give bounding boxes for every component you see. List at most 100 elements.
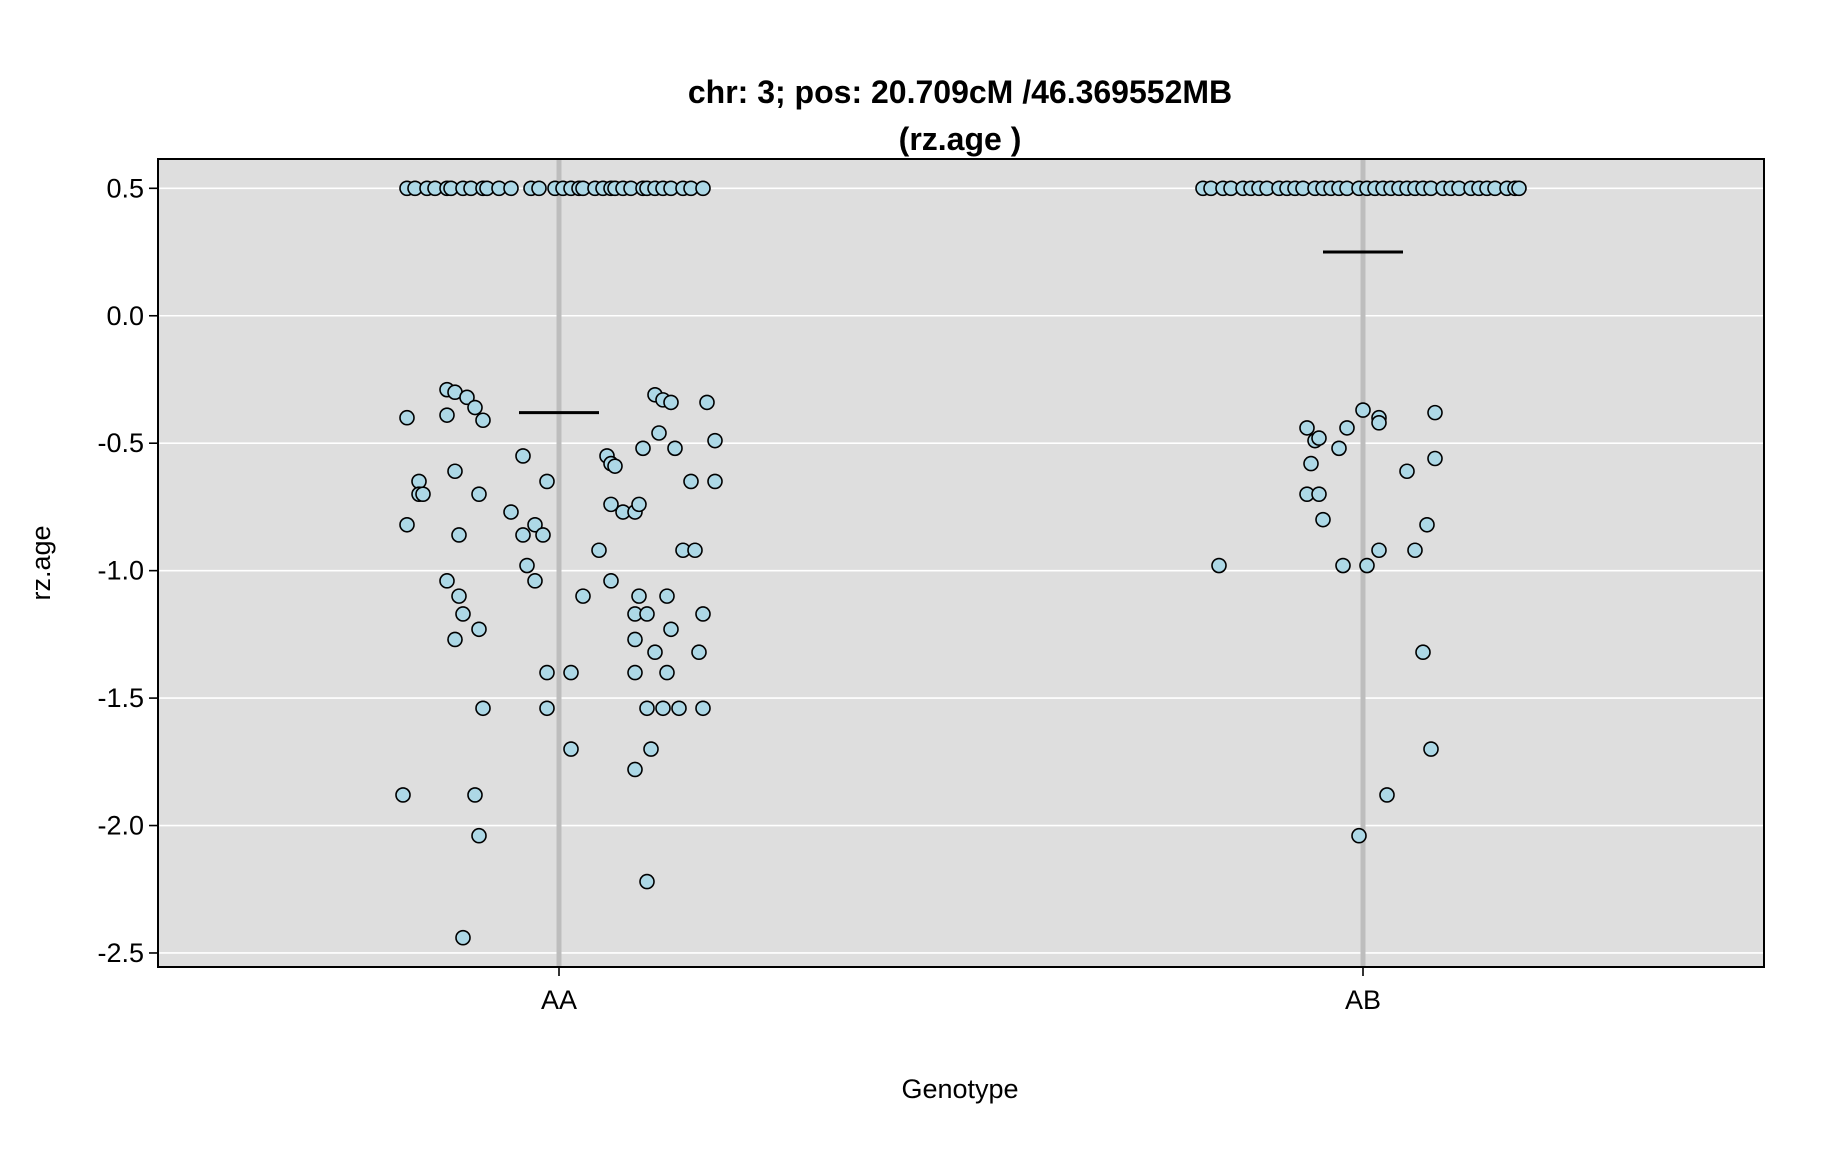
data-point-aa [699, 394, 715, 411]
data-point-aa [451, 588, 467, 604]
data-point-ab [1331, 440, 1347, 457]
y-axis-title: rz.age [26, 525, 56, 600]
data-point-aa [447, 631, 463, 648]
data-point-aa [503, 504, 519, 520]
data-point-aa [647, 644, 663, 661]
data-point-ab [1335, 557, 1351, 574]
data-point-ab [1311, 486, 1327, 502]
data-point-aa [659, 588, 675, 604]
data-point-aa [471, 827, 487, 844]
data-point-aa [691, 644, 707, 661]
data-point-aa [695, 700, 711, 717]
data-point-aa [639, 606, 655, 622]
data-point-ab [1427, 450, 1443, 467]
chart-title-line2: (rz.age ) [899, 121, 1022, 157]
data-point-ab [1359, 557, 1375, 574]
data-point-ab [1315, 511, 1331, 528]
data-point-aa [707, 432, 723, 449]
y-tick-label: -0.5 [97, 428, 144, 458]
data-point-ab [1311, 430, 1327, 446]
data-point-ab [1299, 420, 1315, 436]
data-point-aa [467, 787, 483, 803]
data-point-aa [415, 486, 431, 502]
data-point-ab [1415, 644, 1431, 661]
data-point-aa [663, 394, 679, 411]
data-point-aa [563, 741, 579, 757]
data-point-aa [539, 700, 555, 717]
data-point-aa [515, 448, 531, 464]
data-point-aa [627, 631, 643, 648]
data-point-ab [1303, 455, 1319, 472]
y-tick-label: -2.0 [97, 811, 144, 841]
chart-title-line1: chr: 3; pos: 20.709cM /46.369552MB [688, 74, 1232, 110]
data-point-aa [639, 700, 655, 717]
y-tick-label: -1.0 [97, 556, 144, 586]
data-point-aa [651, 425, 667, 441]
plot-panel [158, 159, 1764, 967]
data-point-aa [667, 440, 683, 457]
data-point-aa [631, 496, 647, 513]
y-tick-label: 0.5 [106, 173, 144, 203]
data-point-aa [539, 473, 555, 490]
data-point-ab [1379, 787, 1395, 803]
data-point-aa [531, 180, 547, 197]
mean-markers [519, 250, 1403, 415]
data-point-aa [603, 496, 619, 513]
data-point-aa [411, 473, 427, 490]
data-point-aa [563, 664, 579, 681]
data-point-aa [451, 527, 467, 543]
data-point-ab [1427, 404, 1443, 421]
y-tick-label: 0.0 [106, 301, 144, 331]
data-point-aa [447, 463, 463, 480]
data-point-aa [395, 787, 411, 803]
y-axis: 0.5 0.0 -0.5 -1.0 -1.5 -2.0 -2.5 [97, 173, 158, 968]
data-point-aa [527, 516, 543, 533]
data-point-aa [399, 409, 415, 426]
data-point-aa [671, 700, 687, 717]
data-point-aa [455, 606, 471, 622]
data-point-ab [1355, 402, 1371, 418]
data-point-ab [1371, 415, 1387, 431]
data-point-aa [695, 606, 711, 622]
data-point-aa [515, 527, 531, 543]
data-point-aa [535, 527, 551, 543]
data-point-aa [503, 180, 519, 197]
data-point-aa [399, 516, 415, 533]
data-point-aa [707, 473, 723, 490]
x-tick-label-aa: AA [541, 985, 577, 1015]
y-tick-label: -2.5 [97, 938, 144, 968]
y-tick-label: -1.5 [97, 683, 144, 713]
data-point-aa [663, 621, 679, 638]
data-point-aa [471, 621, 487, 638]
data-point-aa [471, 486, 487, 502]
data-point-aa [591, 542, 607, 559]
data-point-aa [631, 588, 647, 604]
data-point-ab [1511, 180, 1527, 197]
data-point-ab [1351, 827, 1367, 844]
data-point-ab [1339, 420, 1355, 436]
data-point-aa [627, 664, 643, 681]
data-point-aa [639, 873, 655, 890]
data-point-ab [1399, 463, 1415, 480]
data-point-aa [439, 407, 455, 423]
data-point-aa [475, 412, 491, 429]
data-point-ab [1371, 542, 1387, 559]
data-point-aa [659, 664, 675, 681]
data-point-aa [519, 557, 535, 574]
data-point-aa [539, 664, 555, 681]
data-point-aa [527, 573, 543, 589]
data-point-aa [655, 700, 671, 717]
data-point-aa [467, 399, 483, 416]
data-point-aa [695, 180, 711, 197]
data-point-aa [459, 389, 475, 406]
data-point-aa [635, 440, 651, 457]
data-point-aa [475, 700, 491, 717]
plot-border [157, 158, 1765, 968]
data-point-aa [455, 929, 471, 946]
data-point-aa [643, 741, 659, 757]
data-point-aa [575, 588, 591, 604]
data-point-ab [1419, 516, 1435, 533]
data-point-ab [1211, 557, 1227, 574]
data-point-aa [607, 458, 623, 474]
